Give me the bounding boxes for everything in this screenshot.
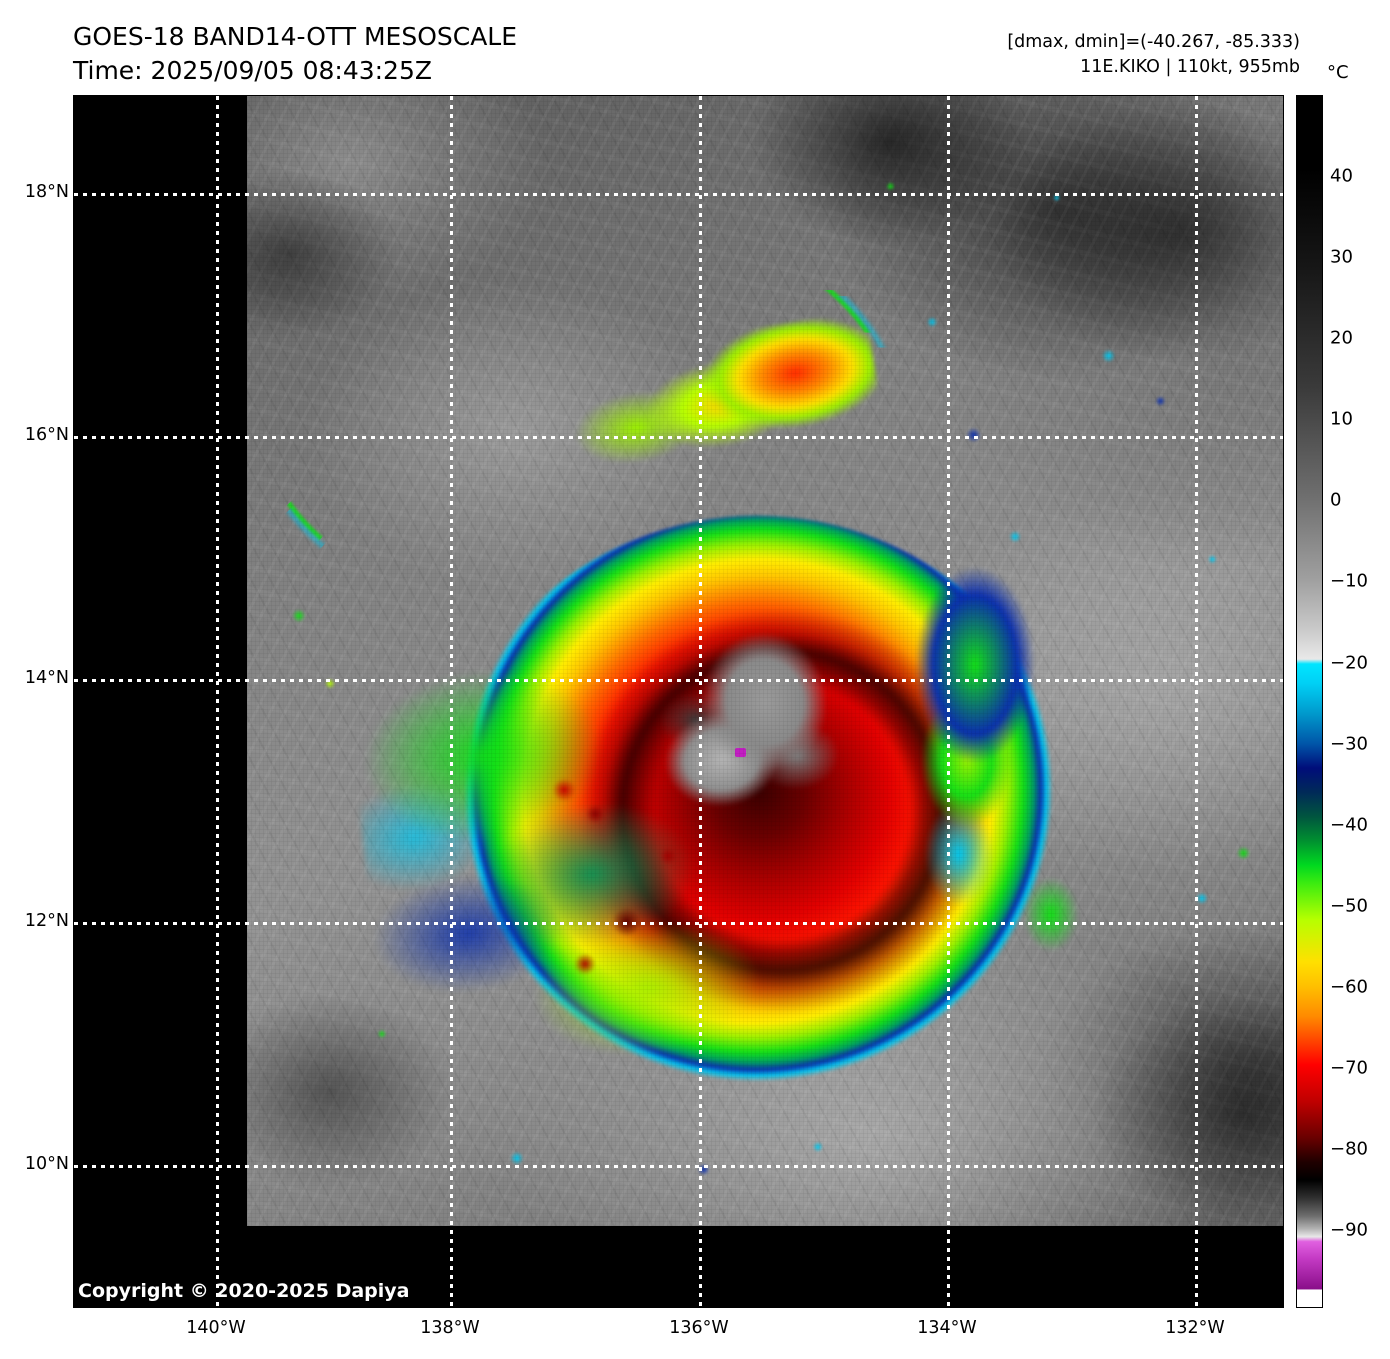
xtick-label-134w: 134°W <box>917 1318 977 1338</box>
colorbar-tick-minus80: −80 <box>1330 1138 1368 1160</box>
colorbar-tick-minus90: −90 <box>1330 1219 1368 1241</box>
colorbar-unit-label: °C <box>1327 62 1349 83</box>
gridline-lon-138w <box>450 96 453 1307</box>
ytick-label-14n: 14°N <box>24 668 69 688</box>
gridline-lon-134w <box>947 96 950 1307</box>
xtick-label-140w: 140°W <box>186 1318 246 1338</box>
xtick-label-136w: 136°W <box>669 1318 729 1338</box>
ytick-label-16n: 16°N <box>24 425 69 445</box>
colorbar-tick-30: 30 <box>1330 246 1353 268</box>
colorbar-tick-minus70: −70 <box>1330 1057 1368 1079</box>
pixel-texture <box>247 96 1283 1226</box>
colorbar-gradient <box>1297 96 1322 1307</box>
colorbar-tick-minus30: −30 <box>1330 733 1368 755</box>
dminmax-label: [dmax, dmin]=(-40.267, -85.333) <box>1007 32 1300 52</box>
colorbar-tick-20: 20 <box>1330 327 1353 349</box>
gridline-lat-18n <box>74 193 1283 196</box>
temperature-colorbar <box>1296 95 1323 1308</box>
colorbar-tick-10: 10 <box>1330 408 1353 430</box>
page-title: GOES-18 BAND14-OTT MESOSCALE Time: 2025/… <box>73 20 517 88</box>
scattered-cumulus-speckle <box>247 96 1283 1226</box>
gridline-lat-16n <box>74 436 1283 439</box>
gridline-lat-12n <box>74 922 1283 925</box>
satellite-plot <box>73 95 1284 1308</box>
xtick-label-132w: 132°W <box>1165 1318 1225 1338</box>
colorbar-tick-minus50: −50 <box>1330 895 1368 917</box>
colorbar-tick-0: 0 <box>1330 489 1342 511</box>
xtick-label-138w: 138°W <box>420 1318 480 1338</box>
copyright-label: Copyright © 2020-2025 Dapiya <box>78 1280 410 1302</box>
product-title: GOES-18 BAND14-OTT MESOSCALE <box>73 22 518 51</box>
gridline-lon-132w <box>1195 96 1198 1307</box>
colorbar-tick-minus60: −60 <box>1330 976 1368 998</box>
colorbar-tick-40: 40 <box>1330 165 1353 187</box>
gridline-lon-136w <box>699 96 702 1307</box>
gridline-lat-14n <box>74 679 1283 682</box>
ir-brightness-temperature-raster <box>247 96 1283 1226</box>
header-metadata: [dmax, dmin]=(-40.267, -85.333) 11E.KIKO… <box>1007 30 1300 80</box>
ytick-label-10n: 10°N <box>24 1154 69 1174</box>
colorbar-tick-minus40: −40 <box>1330 814 1368 836</box>
gridline-lat-10n <box>74 1165 1283 1168</box>
gridline-lon-140w <box>216 96 219 1307</box>
ytick-label-18n: 18°N <box>24 182 69 202</box>
timestamp-label: Time: 2025/09/05 08:43:25Z <box>73 56 432 85</box>
colorbar-tick-minus10: −10 <box>1330 570 1368 592</box>
storm-info-label: 11E.KIKO | 110kt, 955mb <box>1080 57 1300 77</box>
ytick-label-12n: 12°N <box>24 911 69 931</box>
colorbar-tick-minus20: −20 <box>1330 652 1368 674</box>
